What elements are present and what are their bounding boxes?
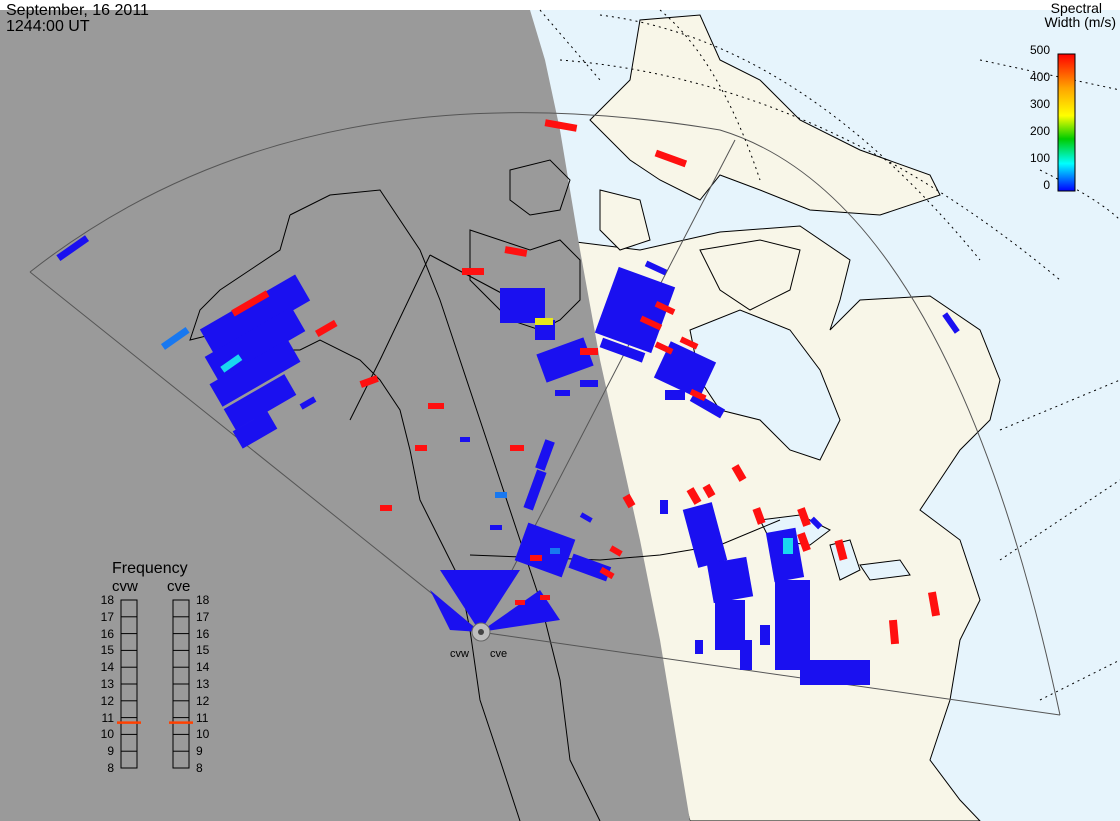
colorbar-tick: 400 — [1029, 70, 1050, 84]
frequency-tick-label: 10 — [100, 727, 114, 742]
frequency-column-label-cve: cve — [167, 578, 191, 595]
frequency-tick-label: 9 — [107, 744, 114, 759]
alaska-scatter — [56, 235, 317, 449]
frequency-tick-label: 10 — [196, 727, 210, 742]
yellow-cell — [535, 318, 553, 325]
frequency-column-label-cvw: cvw — [112, 578, 138, 595]
frequency-box-dividers — [121, 616, 189, 752]
central-high-width — [380, 119, 688, 511]
central-scatter — [500, 288, 598, 396]
colorbar-tick: 0 — [1043, 178, 1050, 192]
near-field-scatter — [430, 437, 612, 632]
frequency-tick-label: 16 — [100, 626, 114, 641]
frequency-tick-label: 16 — [196, 626, 210, 641]
alaska-high-width — [231, 290, 379, 388]
frequency-tick-label: 15 — [196, 643, 210, 658]
date-label: September, 16 2011 — [6, 2, 149, 19]
colorbar-tick: 100 — [1029, 151, 1050, 165]
hudson-bay — [689, 309, 841, 461]
arctic-east-high-width — [639, 301, 707, 402]
frequency-tick-label: 17 — [100, 609, 114, 624]
top-margin — [0, 0, 1120, 10]
frequency-tick-label: 8 — [107, 761, 114, 775]
arctic-east-scatter — [594, 260, 960, 419]
near-field-high-width — [515, 545, 623, 605]
frequency-tick-label: 15 — [100, 643, 114, 658]
frequency-tick-label: 8 — [196, 761, 203, 775]
colorbar-tick: 300 — [1029, 97, 1050, 111]
east-high-width — [622, 464, 941, 645]
east-scatter — [660, 500, 870, 685]
colorbar-tick: 500 — [1029, 43, 1050, 57]
graticule — [539, 9, 1120, 701]
frequency-tick-label: 14 — [196, 660, 210, 675]
frequency-title: Frequency — [112, 560, 188, 577]
colorbar-title-line1: Spectral — [1050, 0, 1102, 16]
frequency-tick-label: 13 — [100, 677, 114, 691]
frequency-tick-label: 17 — [196, 609, 210, 624]
frequency-tick-label: 13 — [196, 677, 210, 691]
radar-label-cvw: cvw — [450, 648, 469, 660]
radar-sites — [471, 622, 491, 642]
frequency-tick-label: 14 — [100, 660, 114, 675]
frequency-scales — [117, 599, 193, 769]
colorbar-title-line2: Width (m/s) — [1044, 14, 1116, 30]
frequency-tick-label: 18 — [196, 593, 210, 607]
scatter-cells — [56, 119, 960, 685]
radar-site-dot — [478, 629, 484, 635]
time-label: 1244:00 UT — [6, 18, 90, 35]
near-field-light-cells — [495, 492, 560, 554]
colorbar-tick: 200 — [1029, 124, 1050, 138]
frequency-tick-label: 11 — [196, 710, 209, 725]
frequency-tick-label: 12 — [196, 693, 210, 708]
frequency-tick-label: 18 — [100, 593, 114, 607]
frequency-tick-label: 11 — [101, 710, 114, 725]
frequency-tick-label: 12 — [100, 693, 114, 708]
night-coastlines — [189, 159, 601, 821]
radar-label-cve: cve — [490, 648, 508, 660]
colorbar-scale — [1057, 53, 1076, 192]
frequency-tick-label: 9 — [196, 744, 203, 759]
east-cyan-cell — [783, 538, 793, 554]
